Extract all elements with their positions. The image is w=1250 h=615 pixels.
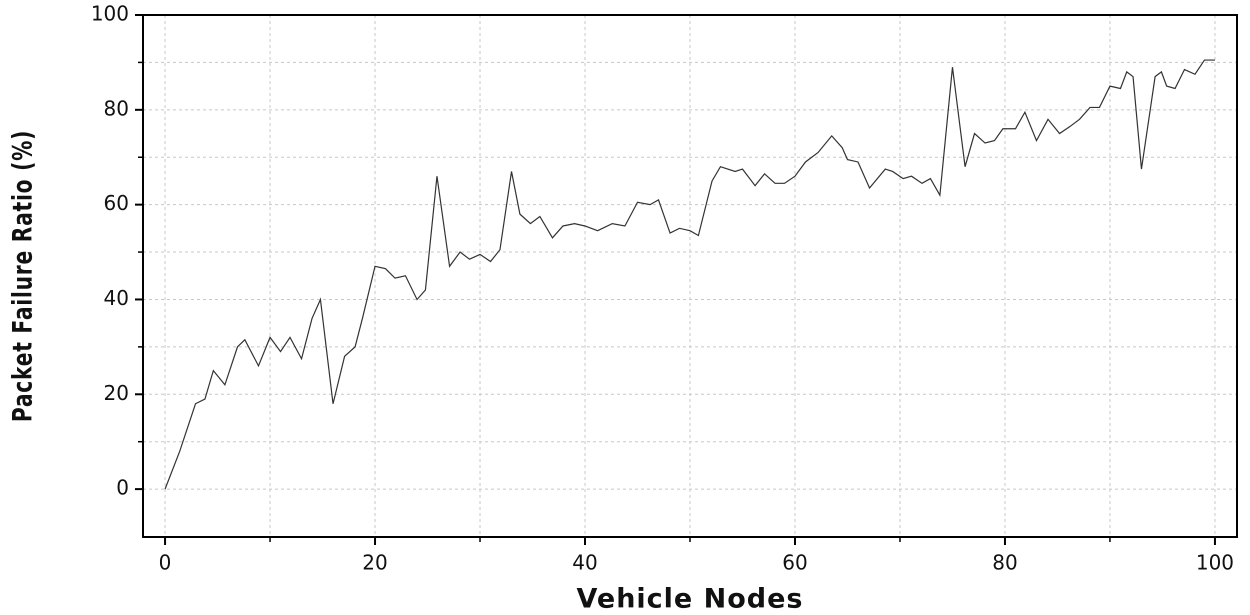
- y-tick-label: 60: [104, 191, 129, 215]
- y-tick-label: 20: [104, 381, 129, 405]
- y-tick-label: 80: [104, 96, 129, 120]
- x-axis-title: Vehicle Nodes: [576, 584, 803, 615]
- x-tick-label: 60: [782, 551, 807, 575]
- x-tick-label: 40: [572, 551, 597, 575]
- x-tick-label: 20: [362, 551, 387, 575]
- y-tick-label: 100: [91, 2, 129, 26]
- x-tick-label: 0: [159, 551, 172, 575]
- y-axis-title: Packet Failure Ratio (%): [6, 130, 38, 422]
- x-tick-label: 100: [1196, 551, 1234, 575]
- y-tick-label: 0: [116, 476, 129, 500]
- data-line: [164, 59, 1215, 490]
- y-tick-label: 40: [104, 286, 129, 310]
- x-tick-label: 80: [992, 551, 1017, 575]
